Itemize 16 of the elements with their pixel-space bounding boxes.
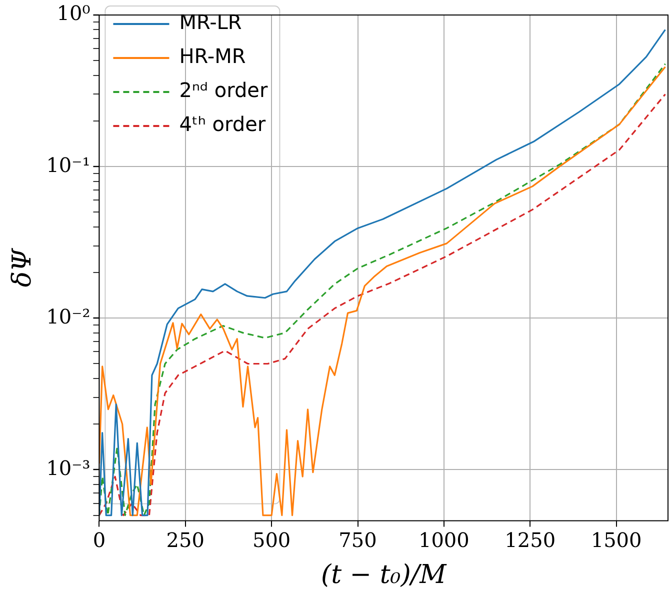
x-tick-label: 1000 bbox=[418, 528, 470, 552]
x-tick-label: 750 bbox=[338, 528, 377, 552]
y-tick-label: 10⁻³ bbox=[46, 456, 90, 480]
x-tick-label: 1500 bbox=[590, 528, 642, 552]
legend-label: HR-MR bbox=[179, 44, 246, 68]
x-tick-label: 0 bbox=[92, 528, 106, 552]
y-tick-label: 10⁻² bbox=[46, 304, 90, 328]
legend-label: 4ᵗʰ order bbox=[179, 112, 266, 136]
y-tick-label: 10⁻¹ bbox=[46, 152, 90, 177]
x-tick-label: 1250 bbox=[504, 528, 556, 552]
x-tick-label: 500 bbox=[252, 528, 291, 552]
legend-label: 2ⁿᵈ order bbox=[179, 78, 268, 102]
y-axis-title: δΨ bbox=[7, 247, 38, 288]
x-tick-label: 250 bbox=[166, 528, 204, 552]
x-axis-title: (t − t₀)/M bbox=[320, 560, 448, 590]
y-tick-label: 10⁰ bbox=[56, 1, 90, 26]
